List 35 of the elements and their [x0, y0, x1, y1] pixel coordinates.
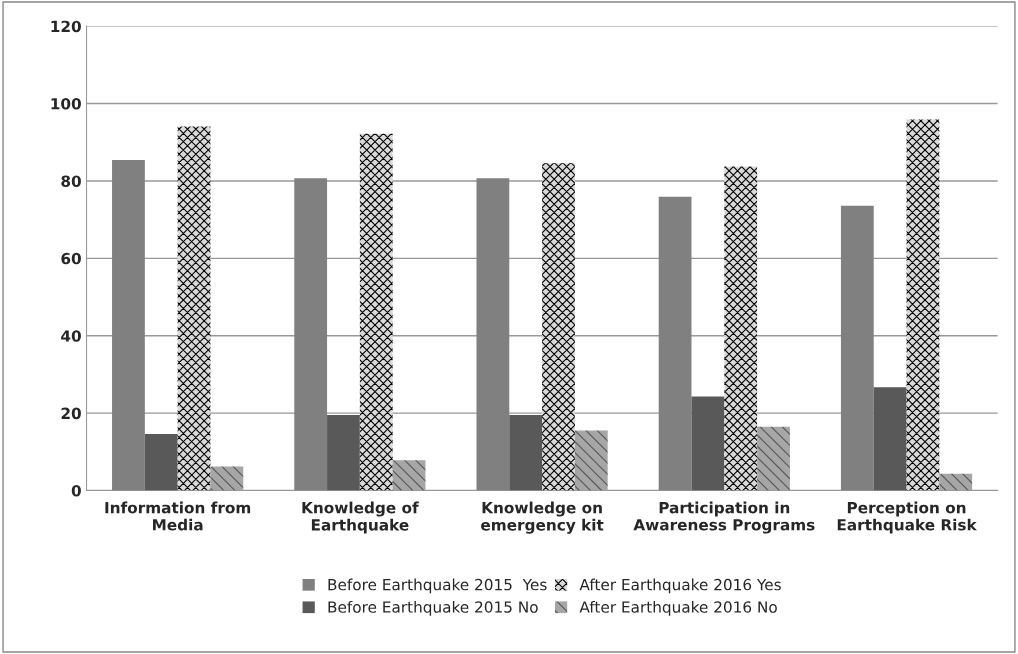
- x-tick-label: Information from Media: [105, 501, 251, 531]
- y-tick-label: 40: [61, 330, 81, 342]
- y-tick-label: 20: [61, 407, 81, 420]
- bar: [359, 133, 393, 491]
- x-tick-label: Knowledge on emergency kit: [481, 501, 604, 534]
- y-tick-label: 80: [61, 175, 81, 187]
- legend-label: After Earthquake 2016 Yes: [579, 578, 781, 594]
- y-tick-label: 120: [51, 20, 81, 33]
- bar: [939, 473, 973, 491]
- y-tick-label: 60: [61, 252, 81, 265]
- bar: [509, 415, 543, 491]
- bar: [112, 160, 145, 491]
- bar: [392, 460, 426, 491]
- bar: [476, 178, 510, 491]
- bar: [574, 430, 608, 491]
- bar: [691, 396, 725, 491]
- bar: [724, 166, 758, 491]
- bar: [757, 426, 790, 491]
- bar: [144, 434, 178, 491]
- bar: [906, 119, 940, 491]
- legend-label: After Earthquake 2016 No: [579, 600, 777, 616]
- bar: [210, 466, 244, 491]
- bar: [873, 387, 907, 491]
- x-tick-label: Participation in Awareness Programs: [633, 501, 815, 534]
- x-tick-label: Perception on Earthquake Risk: [837, 501, 977, 534]
- bar: [542, 163, 575, 491]
- bar: [177, 126, 211, 491]
- x-tick-label: Knowledge of Earthquake: [302, 501, 419, 534]
- legend-label: Before Earthquake 2015 Yes: [328, 578, 547, 594]
- bar: [658, 196, 692, 491]
- bar: [294, 178, 328, 491]
- legend-label: Before Earthquake 2015 No: [328, 600, 538, 616]
- y-tick-label: 100: [51, 98, 81, 110]
- y-tick-label: 0: [71, 484, 81, 497]
- bar: [327, 415, 360, 491]
